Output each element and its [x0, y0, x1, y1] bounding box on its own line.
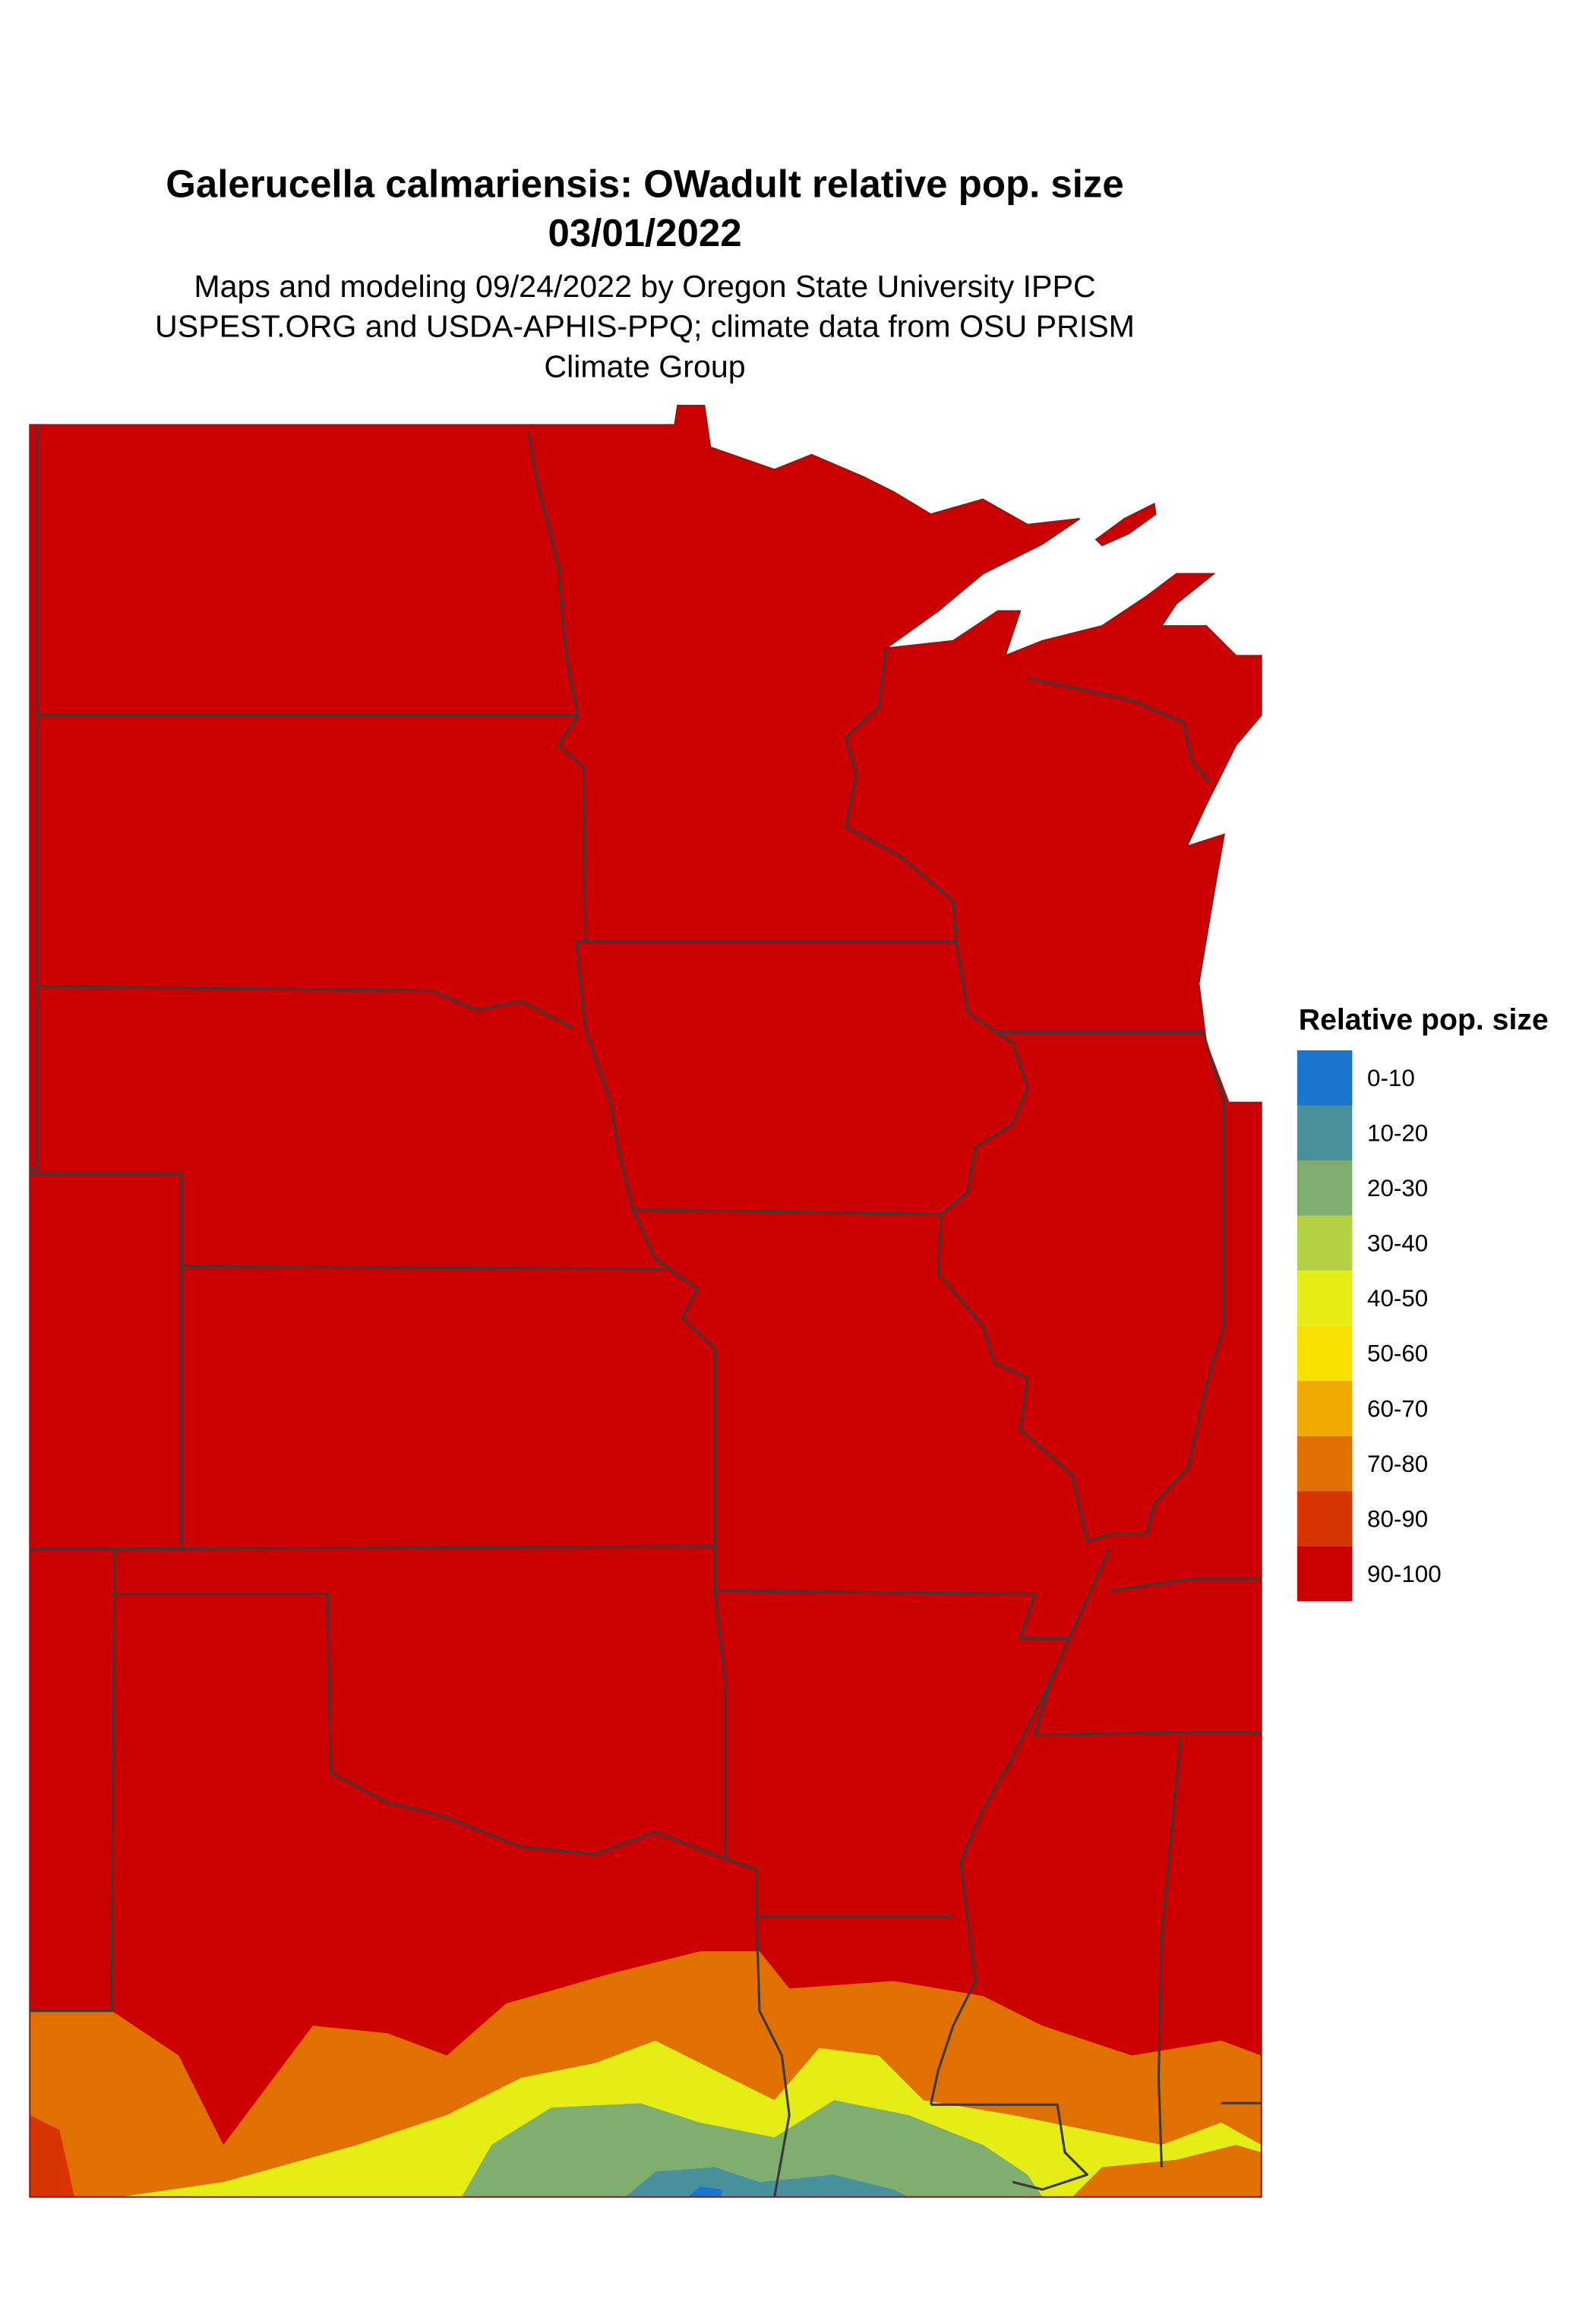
legend-swatch-10-20: [1297, 1105, 1353, 1161]
band-80-90: [30, 2114, 75, 2197]
legend-swatch-70-80: [1297, 1435, 1353, 1492]
state-boundary: [755, 1917, 791, 2198]
legend-swatch-20-30: [1297, 1160, 1353, 1216]
state-boundary: [845, 648, 958, 942]
legend-label: 90-100: [1367, 1561, 1442, 1587]
map-subtitle-line2: USPEST.ORG and USDA-APHIS-PPQ; climate d…: [155, 309, 1135, 344]
legend-label: 60-70: [1367, 1395, 1428, 1422]
legend-swatch-40-50: [1297, 1271, 1353, 1326]
isle-royale: [1094, 502, 1157, 547]
legend-label: 10-20: [1367, 1120, 1428, 1147]
legend-label: 20-30: [1367, 1175, 1428, 1201]
band-10-20: [625, 2167, 909, 2197]
band-70-80-coast: [1072, 2145, 1262, 2197]
state-boundary: [1027, 677, 1211, 783]
legend-swatch-80-90: [1297, 1491, 1353, 1546]
legend: Relative pop. size 0-10 10-20 20-30 30-40 40…: [1297, 1003, 1549, 1602]
state-boundary: [713, 1590, 727, 1859]
state-boundary: [182, 1265, 663, 1271]
state-boundary: [1157, 1735, 1183, 2168]
map-area: [29, 404, 1262, 2198]
legend-label: 70-80: [1367, 1451, 1428, 1477]
band-0-10: [687, 2187, 722, 2197]
map-title: Galerucella calmariensis: OWadult relati…: [166, 162, 1123, 205]
state-boundary: [575, 941, 942, 1216]
legend-swatch-30-40: [1297, 1215, 1353, 1271]
legend-swatch-50-60: [1297, 1325, 1353, 1381]
legend-label: 0-10: [1367, 1065, 1415, 1091]
legend-label: 80-90: [1367, 1505, 1428, 1532]
state-boundary: [1109, 1577, 1262, 1593]
map-subtitle-line1: Maps and modeling 09/24/2022 by Oregon S…: [194, 269, 1095, 304]
state-boundary: [631, 1209, 716, 1591]
state-boundary: [936, 1214, 1147, 1543]
state-boundary: [112, 1593, 757, 1871]
state-boundary: [30, 425, 39, 1171]
state-boundary: [1145, 1031, 1226, 1535]
legend-swatch-60-70: [1297, 1381, 1353, 1436]
state-boundary: [30, 1549, 116, 2013]
land-fill-90-100: [30, 405, 1262, 2197]
legend-label: 30-40: [1367, 1230, 1428, 1257]
state-boundary: [527, 431, 587, 942]
band-20-30: [461, 2100, 1043, 2197]
state-boundary: [37, 985, 574, 1029]
map-date: 03/01/2022: [548, 211, 741, 254]
legend-swatch-90-100: [1297, 1546, 1353, 1602]
state-boundary: [929, 1637, 1071, 2105]
state-boundaries: [29, 404, 1262, 2198]
legend-label: 50-60: [1367, 1340, 1428, 1367]
legend-label: 40-50: [1367, 1285, 1428, 1312]
map-subtitle-line3: Climate Group: [544, 349, 745, 384]
legend-swatch-0-10: [1297, 1050, 1353, 1106]
state-boundary: [715, 1549, 1111, 1640]
value-bands: [30, 1951, 1262, 2197]
state-boundary: [940, 941, 1029, 1215]
state-boundary: [30, 1173, 183, 1546]
legend-title: Relative pop. size: [1299, 1003, 1549, 1036]
state-boundary: [930, 2103, 1088, 2191]
